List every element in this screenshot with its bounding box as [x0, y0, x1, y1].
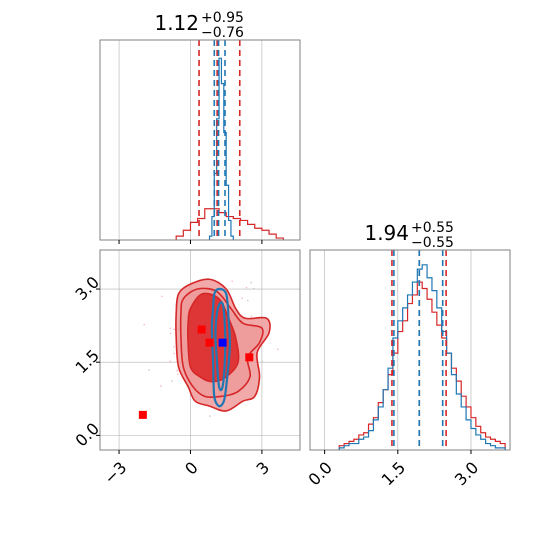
bl-y-ticks: 0.0 1.5 3.0	[72, 273, 103, 451]
tl-axes-frame	[99, 39, 301, 241]
bl-red-marker	[197, 325, 206, 334]
bl-scatter-point	[245, 286, 248, 289]
br-title-lower: −0.55	[411, 235, 454, 251]
bl-scatter-point	[176, 369, 179, 372]
tl-hist-red	[175, 208, 284, 240]
bl-scatter-point	[241, 297, 244, 300]
bl-red-marker	[138, 410, 147, 419]
bl-markers	[138, 325, 254, 419]
bl-scatter-point	[160, 385, 162, 387]
bl-axes-frame	[99, 249, 301, 451]
bl-x-ticks: −3 0 3	[100, 450, 273, 488]
bl-scatter-point	[161, 295, 163, 298]
tl-quantile-lines	[198, 40, 241, 240]
bl-blue-contour-outer	[210, 287, 231, 408]
bl-scatter-point	[143, 323, 145, 326]
bl-scatter-point	[261, 360, 263, 363]
bl-scatter-point	[148, 369, 150, 371]
panel-bottom-left-contour: −3 0 3 0.0 1.5 3.0	[72, 249, 301, 488]
bl-scatter-point	[169, 360, 172, 363]
bl-red-marker	[205, 338, 214, 347]
bl-scatter-point	[169, 327, 172, 329]
bl-scatter-point	[231, 280, 233, 283]
bl-scatter-point	[247, 299, 249, 302]
bl-blue-contour-inner	[214, 301, 227, 392]
br-histogram-series	[338, 264, 506, 450]
panel-bottom-right-histogram: 0.0 1.5 3.0 1.94 +0.55 −0.55	[305, 220, 511, 489]
bl-y-tick-label: 0.0	[72, 419, 103, 450]
bl-scatter-point	[169, 332, 172, 335]
bl-x-tick-label: −3	[100, 458, 130, 488]
bl-scatter-point	[173, 328, 175, 331]
bl-red-marker	[245, 353, 254, 362]
bl-blue-marker	[218, 338, 227, 347]
br-title-upper: +0.55	[411, 220, 454, 236]
br-axes-frame	[309, 249, 511, 451]
bl-scatter-point	[208, 415, 211, 417]
bl-x-tick-label: 3	[253, 458, 274, 479]
bl-scatter-point	[173, 352, 176, 355]
bl-y-tick-label: 3.0	[72, 273, 103, 304]
br-tick-label: 1.5	[378, 458, 409, 489]
bl-scatter-point	[250, 315, 253, 318]
br-hist-blue	[338, 264, 506, 450]
panel-top-left-histogram: 1.12 +0.95 −0.76	[99, 10, 301, 244]
bl-blue-contours	[210, 287, 231, 408]
bl-scatter-point	[173, 345, 175, 348]
br-title-value: 1.94	[364, 221, 409, 245]
tl-gridlines	[118, 40, 263, 240]
tl-x-ticks	[118, 240, 263, 244]
tl-title-lower: −0.76	[201, 25, 244, 41]
tl-title-upper: +0.95	[201, 10, 244, 26]
br-hist-red	[338, 281, 506, 450]
bl-scatter-point	[171, 380, 173, 382]
bl-y-tick-label: 1.5	[72, 346, 103, 377]
bl-scatter-point	[276, 348, 279, 351]
bl-scatter-point	[250, 281, 252, 284]
bl-scatter-point	[176, 373, 179, 376]
br-quantile-lines	[391, 250, 447, 450]
br-tick-label: 3.0	[451, 458, 482, 489]
tl-hist-blue	[208, 57, 234, 240]
br-tick-label: 0.0	[305, 458, 336, 489]
tl-histogram-series	[175, 57, 284, 240]
br-x-ticks: 0.0 1.5 3.0	[305, 450, 482, 489]
bl-scatter-point	[252, 287, 255, 290]
tl-title-value: 1.12	[154, 11, 199, 35]
bl-x-tick-label: 0	[181, 458, 202, 479]
